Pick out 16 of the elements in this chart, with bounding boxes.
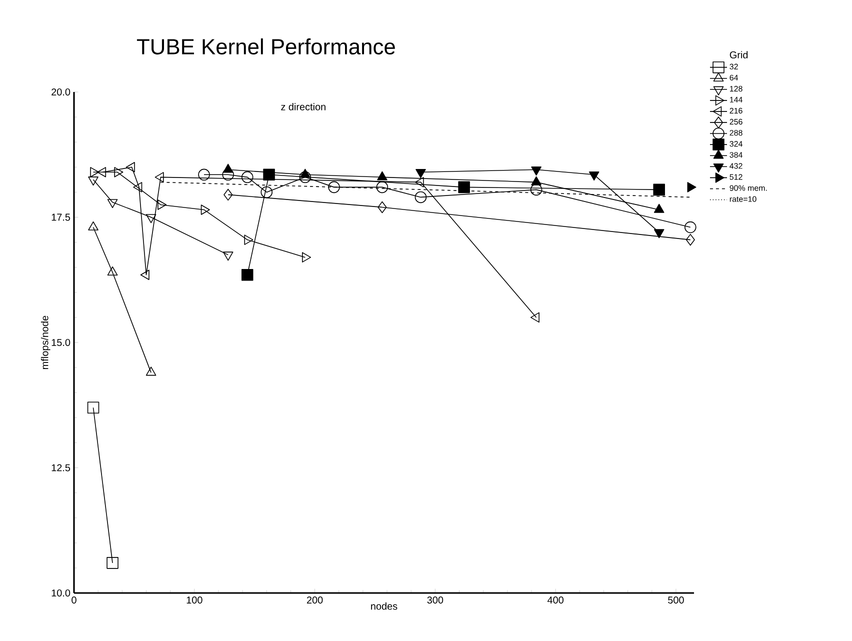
y-tick-label: 15.0	[52, 338, 70, 346]
y-tick-label: 10.0	[52, 589, 70, 597]
x-axis-title: nodes	[371, 602, 398, 610]
x-tick-label: 400	[547, 596, 564, 604]
x-tick-label: 500	[668, 596, 684, 604]
x-tick-label: 0	[72, 596, 76, 604]
y-tick-label: 17.5	[52, 214, 70, 221]
chart-title: TUBE Kernel Performance	[136, 38, 395, 55]
y-tick-label: 12.5	[52, 464, 70, 472]
legend-title: Grid	[730, 51, 748, 58]
x-tick-label: 100	[186, 596, 202, 604]
text: z direction	[281, 103, 326, 110]
y-axis-title: mflops/node	[40, 316, 50, 369]
x-tick-label: 300	[427, 596, 444, 604]
y-tick-label: 20.0	[52, 88, 70, 96]
x-tick-label: 200	[306, 596, 323, 604]
